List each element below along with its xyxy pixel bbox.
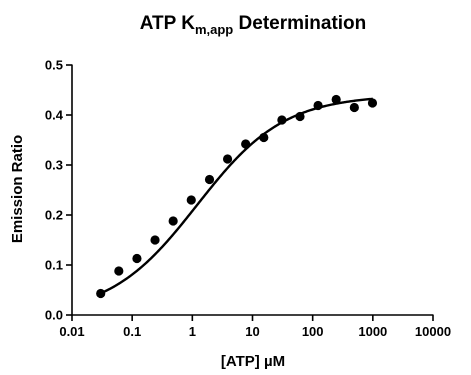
chart-title-suffix: Determination: [233, 13, 366, 34]
x-tick-label: 1000: [358, 324, 387, 339]
data-point: [222, 154, 233, 164]
plot-area: 0.0 0.1 0.2 0.3 0.4 0.5 0.01 0.1 1 10 100 1000 1000…: [45, 58, 451, 340]
fit-curve: [100, 97, 373, 295]
y-tick-label: 0.4: [45, 108, 64, 123]
data-points: [96, 94, 378, 299]
y-tick-label: 0.5: [45, 58, 63, 73]
x-tick-label: 10000: [415, 324, 451, 339]
data-point: [114, 266, 124, 276]
data-point: [313, 100, 323, 111]
x-tick-label: 100: [302, 324, 324, 339]
x-tick-label: 1: [189, 324, 196, 339]
data-point: [259, 132, 269, 143]
y-tick-label: 0.1: [45, 258, 63, 273]
x-ticks: 0.01 0.1 1 10 100 1000 10000: [59, 315, 451, 339]
y-tick-label: 0.2: [45, 208, 63, 223]
data-point: [150, 235, 160, 245]
data-point: [96, 288, 106, 299]
y-tick-label: 0.0: [45, 308, 63, 323]
x-axis-label: [ATP] µM: [221, 353, 285, 370]
y-tick-label: 0.3: [45, 158, 63, 173]
data-point: [168, 216, 178, 226]
chart-title-main: ATP K: [140, 13, 196, 34]
x-tick-label: 10: [245, 324, 259, 339]
data-point: [277, 115, 287, 125]
data-point: [241, 139, 251, 149]
data-point: [331, 94, 341, 105]
chart-title: ATP Km,app Determination: [140, 13, 367, 37]
y-ticks: 0.0 0.1 0.2 0.3 0.4 0.5: [45, 58, 72, 323]
data-point: [204, 174, 215, 185]
data-point: [367, 98, 378, 108]
y-axis-label: Emission Ratio: [9, 135, 26, 243]
data-point: [349, 102, 359, 113]
x-tick-label: 0.01: [59, 324, 84, 339]
data-point: [295, 111, 305, 122]
data-point: [186, 195, 196, 205]
x-tick-label: 0.1: [123, 324, 141, 339]
chart-title-subscript: m,app: [195, 22, 233, 37]
data-point: [132, 253, 142, 264]
